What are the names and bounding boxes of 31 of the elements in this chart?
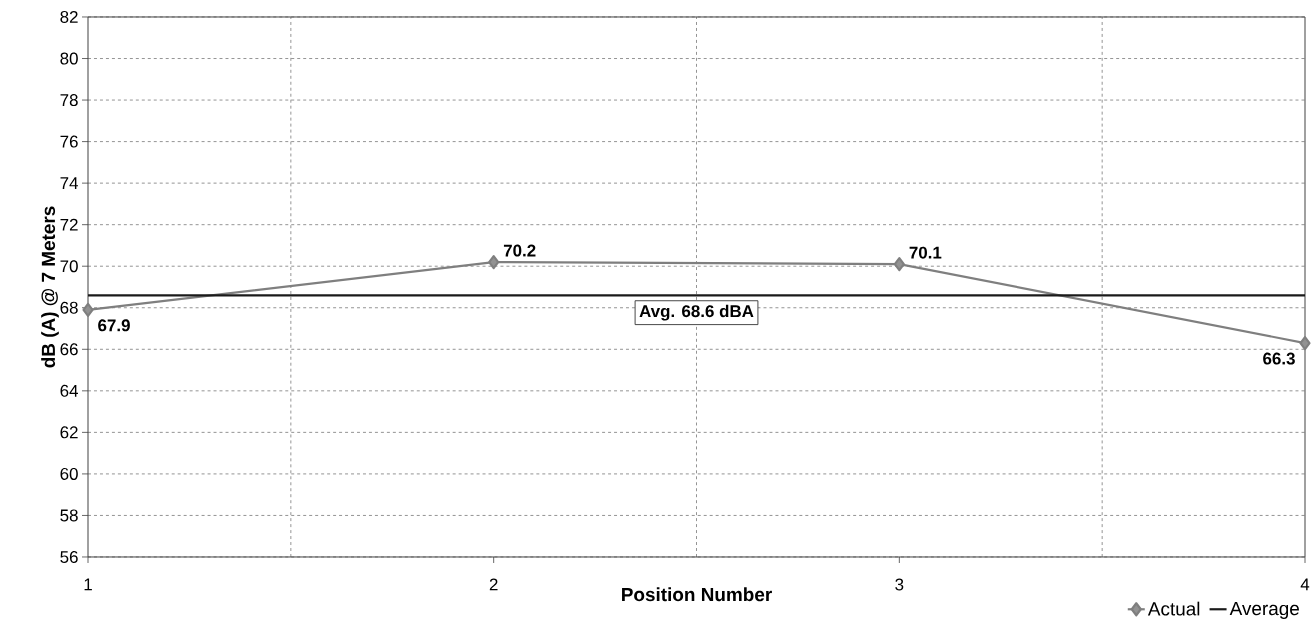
y-tick-label: 64	[60, 384, 78, 397]
x-tick-label: 1	[84, 578, 92, 591]
y-tick-label: 76	[60, 135, 78, 148]
y-tick-label: 74	[60, 177, 78, 189]
y-tick-label: 72	[60, 218, 78, 231]
x-tick-label: 4	[1300, 578, 1310, 591]
y-tick-label: 58	[60, 509, 78, 522]
y-tick-label: 70	[60, 260, 78, 273]
x-tick-label: 2	[489, 578, 498, 591]
data-label: 70.1	[909, 246, 942, 259]
y-tick-label: 82	[60, 10, 78, 23]
data-label: 67.9	[98, 319, 130, 332]
annotation: Avg. 68.6 dBA	[639, 304, 754, 321]
data-label: 70.2	[503, 244, 536, 257]
legend-label: Actual	[1147, 601, 1200, 616]
data-label: 66.3	[1263, 352, 1295, 365]
x-axis-title: Position Number	[622, 587, 772, 602]
y-tick-label: 56	[60, 550, 78, 563]
y-tick-label: 68	[60, 301, 78, 314]
y-tick-label: 62	[60, 426, 78, 439]
point	[893, 257, 905, 272]
y-tick-label: 78	[60, 94, 78, 107]
y-tick-label: 60	[60, 467, 78, 480]
point	[82, 302, 94, 317]
legend-label: Average	[1229, 602, 1299, 619]
point	[1299, 335, 1311, 351]
y-tick-label: 66	[60, 343, 78, 356]
point	[488, 254, 500, 270]
x-tick-label: 3	[895, 578, 904, 591]
y-axis-title: dB (A) @ 7 Meters	[41, 206, 59, 368]
y-tick-label: 80	[60, 52, 78, 65]
